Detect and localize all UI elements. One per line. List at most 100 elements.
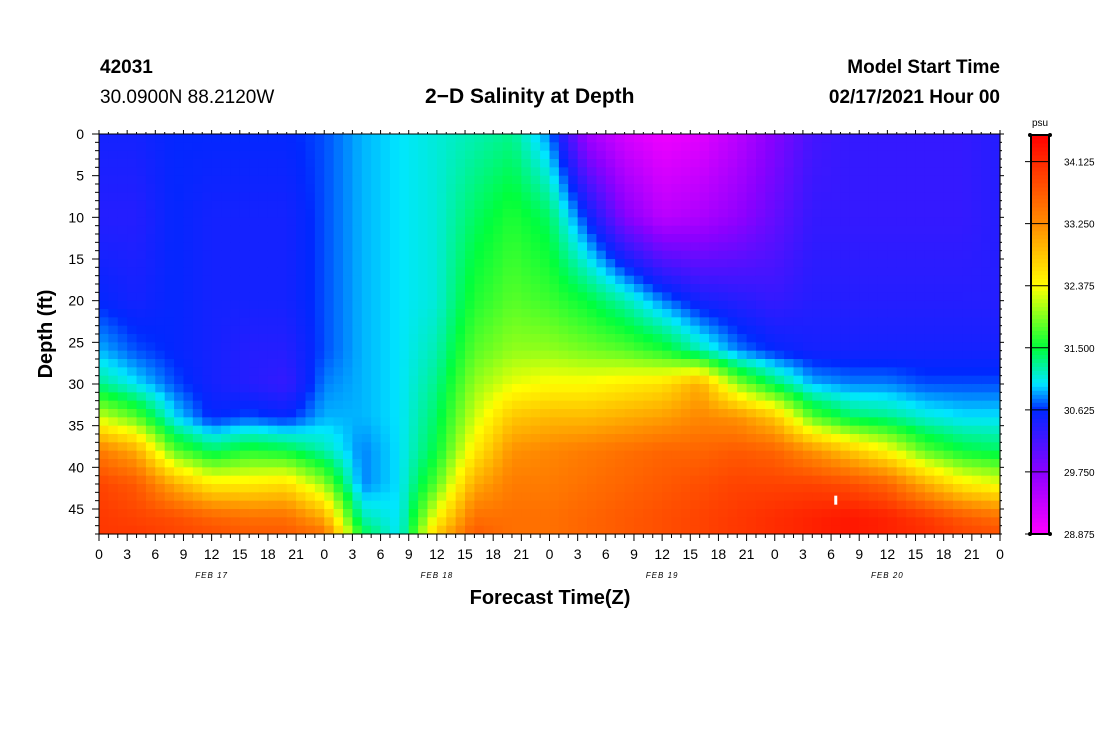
heatmap-cell (511, 517, 522, 527)
heatmap-cell (934, 284, 945, 293)
y-tick-label: 15 (68, 251, 84, 267)
heatmap-cell (249, 359, 260, 368)
heatmap-cell (605, 217, 616, 227)
heatmap-cell (436, 309, 447, 318)
heatmap-cell (164, 167, 175, 177)
heatmap-cell (502, 367, 513, 377)
heatmap-cell (962, 475, 973, 485)
heatmap-cell (108, 434, 119, 443)
heatmap-cell (831, 417, 842, 427)
heatmap-cell (765, 400, 776, 410)
heatmap-cell (671, 517, 682, 527)
colorbar-band (1031, 446, 1049, 451)
heatmap-cell (662, 142, 673, 152)
heatmap-cell (258, 275, 269, 285)
heatmap-cell (483, 167, 494, 177)
heatmap-cell (633, 509, 644, 518)
heatmap-cell (380, 409, 391, 418)
heatmap-cell (709, 175, 720, 185)
heatmap-cell (427, 259, 438, 268)
heatmap-cell (258, 309, 269, 318)
heatmap-cell (155, 292, 166, 302)
heatmap-cell (699, 275, 710, 285)
heatmap-cell (727, 475, 738, 485)
heatmap-cell (145, 484, 156, 493)
heatmap-cell (831, 467, 842, 477)
heatmap-cell (924, 317, 935, 327)
heatmap-cell (615, 309, 626, 318)
heatmap-cell (737, 392, 748, 402)
heatmap-cell (990, 467, 1001, 477)
heatmap-cell (249, 384, 260, 393)
heatmap-cell (455, 159, 466, 168)
heatmap-cell (868, 175, 879, 185)
heatmap-cell (117, 317, 128, 327)
heatmap-cell (352, 250, 363, 260)
heatmap-cell (877, 375, 888, 385)
heatmap-cell (155, 175, 166, 185)
heatmap-cell (418, 400, 429, 410)
heatmap-cell (680, 225, 691, 235)
heatmap-cell (802, 367, 813, 377)
heatmap-cell (371, 292, 382, 302)
heatmap-cell (709, 275, 720, 285)
heatmap-cell (352, 484, 363, 493)
heatmap-cell (117, 300, 128, 310)
heatmap-cell (755, 184, 766, 193)
heatmap-cell (446, 375, 457, 385)
heatmap-cell (192, 384, 203, 393)
heatmap-cell (812, 209, 823, 218)
heatmap-cell (305, 317, 316, 327)
heatmap-cell (286, 417, 297, 427)
heatmap-cell (211, 284, 222, 293)
heatmap-cell (568, 234, 579, 243)
heatmap-cell (174, 150, 185, 160)
heatmap-cell (934, 467, 945, 477)
heatmap-cell (108, 192, 119, 202)
heatmap-cell (718, 484, 729, 493)
heatmap-cell (577, 367, 588, 377)
heatmap-cell (108, 359, 119, 368)
heatmap-cell (249, 267, 260, 277)
heatmap-cell (718, 525, 729, 535)
heatmap-cell (868, 509, 879, 518)
heatmap-cell (296, 159, 307, 168)
heatmap-cell (990, 134, 1001, 143)
heatmap-cell (511, 525, 522, 535)
heatmap-cell (680, 267, 691, 277)
heatmap-cell (615, 284, 626, 293)
heatmap-cell (174, 359, 185, 368)
heatmap-cell (399, 359, 410, 368)
heatmap-cell (136, 150, 147, 160)
heatmap-cell (418, 200, 429, 210)
heatmap-cell (117, 259, 128, 268)
heatmap-cell (971, 300, 982, 310)
heatmap-cell (474, 292, 485, 302)
heatmap-cell (906, 317, 917, 327)
heatmap-cell (343, 409, 354, 418)
heatmap-cell (802, 309, 813, 318)
heatmap-cell (145, 434, 156, 443)
heatmap-cell (540, 200, 551, 210)
heatmap-cell (474, 350, 485, 360)
heatmap-cell (249, 342, 260, 352)
heatmap-cell (718, 192, 729, 202)
heatmap-cell (577, 434, 588, 443)
heatmap-cell (380, 184, 391, 193)
heatmap-cell (277, 342, 288, 352)
heatmap-cell (446, 425, 457, 435)
heatmap-cell (962, 209, 973, 218)
heatmap-cell (971, 134, 982, 143)
model-start-value: 02/17/2021 Hour 00 (828, 87, 1000, 108)
heatmap-cell (981, 517, 992, 527)
colorbar-band (1031, 398, 1049, 403)
x-tick-label: 21 (514, 546, 530, 562)
heatmap-cell (662, 467, 673, 477)
heatmap-cell (221, 300, 231, 310)
heatmap-cell (652, 217, 663, 227)
heatmap-cell (493, 392, 504, 402)
heatmap-cell (174, 509, 185, 518)
heatmap-cell (108, 375, 119, 385)
heatmap-cell (774, 450, 785, 460)
heatmap-cell (333, 167, 344, 177)
